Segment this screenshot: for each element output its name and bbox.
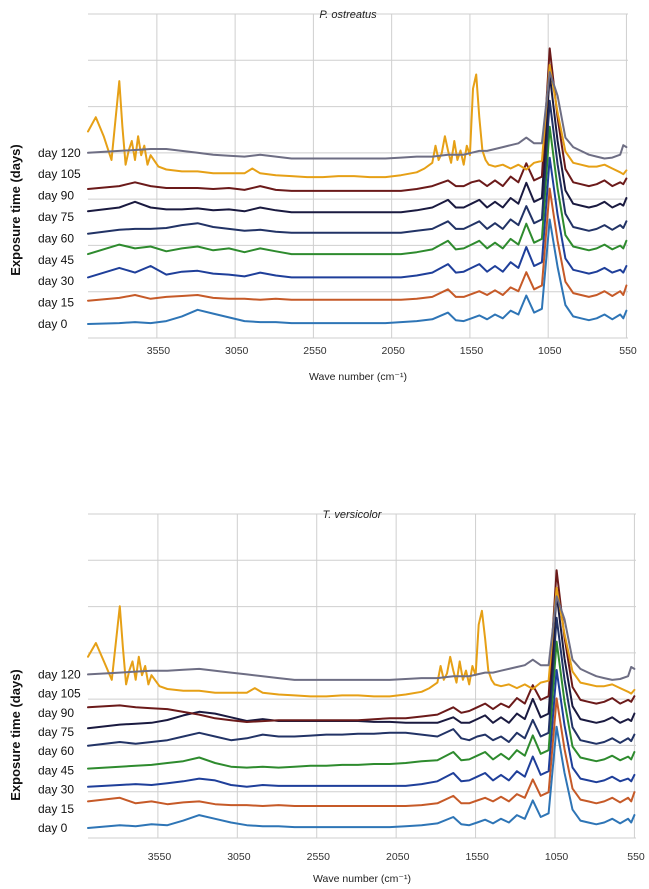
x-tick-label: 1550 bbox=[465, 851, 489, 863]
series-label: day 75 bbox=[38, 210, 74, 224]
series-line-day-90 bbox=[87, 569, 636, 723]
series-line-day-120 bbox=[87, 595, 636, 681]
series-label: day 30 bbox=[38, 274, 74, 288]
series-line-day-120 bbox=[87, 71, 628, 160]
chart-panel-1: P. ostreatus 3550 3050 2550 2050 1550 1050 550 W… bbox=[8, 9, 637, 383]
chart-panel-2: T. versicolor 3550 3050 2550 2050 1550 1050 550… bbox=[8, 509, 645, 885]
series-label: day 0 bbox=[38, 821, 68, 835]
series-line-day-30 bbox=[87, 156, 628, 279]
series-line-day-0 bbox=[87, 725, 636, 829]
series-line-day-75 bbox=[87, 593, 636, 730]
series-line-day-60 bbox=[87, 616, 636, 747]
series-line-day-0 bbox=[87, 218, 628, 325]
series-line-day-90 bbox=[87, 47, 628, 192]
series-label: day 30 bbox=[38, 783, 74, 797]
series-label: day 105 bbox=[38, 167, 81, 181]
x-tick-label: 550 bbox=[627, 851, 645, 863]
series-label: day 0 bbox=[38, 317, 68, 331]
x-axis-label: Wave number (cm⁻¹) bbox=[309, 371, 407, 383]
series-label: day 120 bbox=[38, 146, 81, 160]
x-tick-label: 2550 bbox=[303, 345, 327, 357]
x-tick-label: 3050 bbox=[227, 851, 251, 863]
gridlines bbox=[88, 513, 636, 839]
series-label: day 15 bbox=[38, 802, 74, 816]
series-line-day-75 bbox=[87, 73, 628, 214]
series-line-day-45 bbox=[87, 640, 636, 770]
series-label: day 60 bbox=[38, 744, 74, 758]
x-tick-label: 550 bbox=[619, 345, 637, 357]
y-axis-label: Exposure time (days) bbox=[8, 669, 23, 801]
series-line-day-45 bbox=[87, 125, 628, 256]
x-tick-label: 1050 bbox=[545, 851, 569, 863]
x-tick-label: 2050 bbox=[386, 851, 410, 863]
series-label: day 60 bbox=[38, 231, 74, 245]
x-tick-label: 3550 bbox=[148, 851, 172, 863]
x-tick-label: 1050 bbox=[538, 345, 562, 357]
y-axis-label: Exposure time (days) bbox=[8, 144, 23, 276]
x-tick-label: 1550 bbox=[460, 345, 484, 357]
series-line-day-15 bbox=[87, 697, 636, 807]
x-axis-label: Wave number (cm⁻¹) bbox=[313, 873, 411, 885]
series-line-day-60 bbox=[87, 99, 628, 235]
x-tick-label: 2550 bbox=[307, 851, 331, 863]
x-tick-label: 2050 bbox=[382, 345, 406, 357]
series-label: day 15 bbox=[38, 296, 74, 310]
series-line-day-30 bbox=[87, 669, 636, 788]
series-label: day 90 bbox=[38, 706, 74, 720]
series-label: day 75 bbox=[38, 725, 74, 739]
series-label: day 90 bbox=[38, 189, 74, 203]
series-line-day-15 bbox=[87, 187, 628, 302]
series-label: day 120 bbox=[38, 667, 81, 681]
x-tick-label: 3050 bbox=[225, 345, 249, 357]
series-label: day 45 bbox=[38, 763, 74, 777]
chart-title: P. ostreatus bbox=[319, 9, 377, 21]
series-label: day 45 bbox=[38, 253, 74, 267]
x-tick-label: 3550 bbox=[147, 345, 171, 357]
series-line-day-105 bbox=[87, 586, 636, 698]
series-label: day 105 bbox=[38, 687, 81, 701]
chart-title: T. versicolor bbox=[323, 509, 383, 521]
